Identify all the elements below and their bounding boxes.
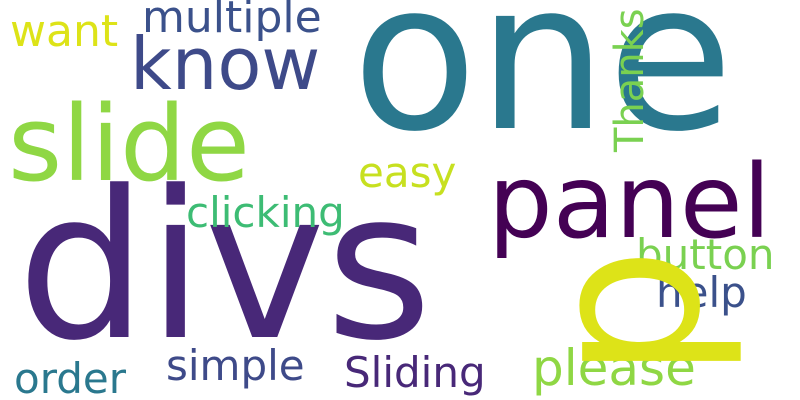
word-easy: easy: [358, 148, 457, 197]
word-button: button: [636, 230, 775, 279]
word-know: know: [130, 22, 321, 106]
word-Sliding: Sliding: [344, 348, 486, 397]
word-panel: panel: [488, 143, 771, 262]
word-want: want: [10, 6, 119, 57]
word-multiple: multiple: [142, 0, 322, 43]
word-one: one: [352, 0, 734, 177]
word-please: please: [532, 339, 696, 397]
word-p: p: [502, 246, 747, 380]
word-simple: simple: [166, 341, 305, 390]
word-Thanks: Thanks: [607, 8, 653, 152]
word-clicking: clicking: [186, 188, 345, 237]
word-slide: slide: [8, 83, 250, 205]
word-order: order: [14, 354, 126, 400]
word-divs: divs: [17, 148, 433, 386]
word-help: help: [656, 268, 747, 317]
